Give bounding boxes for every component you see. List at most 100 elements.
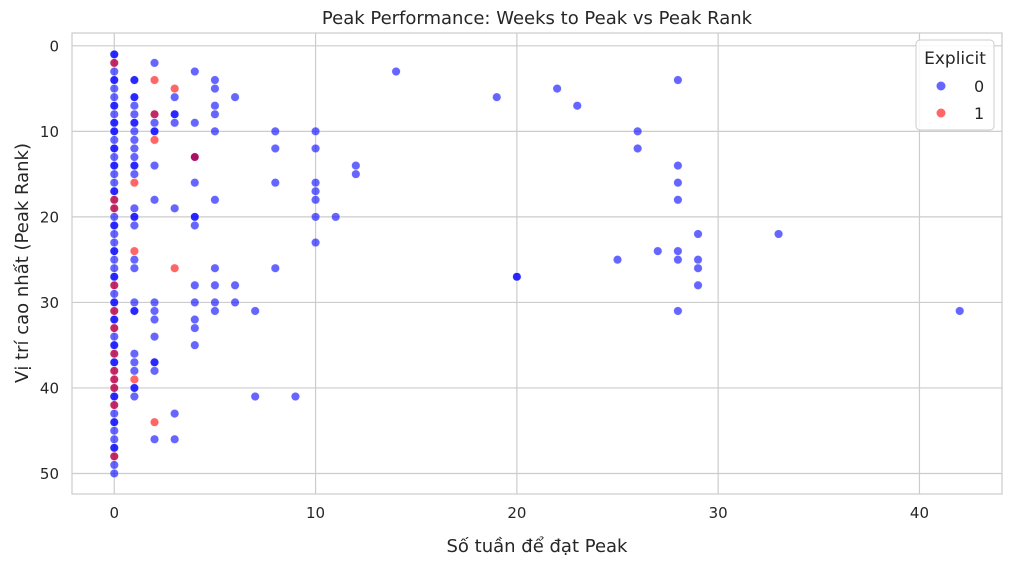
point-explicit-0 — [955, 306, 965, 316]
point-explicit-0 — [210, 126, 220, 136]
point-explicit-0 — [149, 160, 160, 171]
plot-frame — [71, 32, 1003, 495]
point-explicit-1 — [149, 75, 160, 85]
point-explicit-0 — [310, 143, 321, 154]
point-explicit-1 — [109, 451, 119, 461]
point-explicit-0 — [230, 280, 240, 290]
chart-title: Peak Performance: Weeks to Peak vs Peak … — [322, 8, 753, 29]
point-explicit-0 — [170, 434, 180, 444]
point-explicit-1 — [129, 178, 140, 188]
point-explicit-1 — [109, 374, 119, 384]
point-explicit-1 — [109, 400, 119, 410]
point-explicit-0 — [250, 306, 260, 316]
x-tick-labels: 0 10 20 30 40 — [109, 504, 929, 522]
point-explicit-0 — [149, 297, 160, 308]
data-points — [109, 49, 965, 479]
point-explicit-0 — [149, 58, 160, 68]
point-explicit-0 — [190, 178, 200, 188]
point-explicit-1 — [109, 203, 119, 213]
point-explicit-0 — [109, 426, 119, 436]
point-explicit-0 — [149, 366, 160, 376]
point-explicit-0 — [673, 195, 683, 205]
point-explicit-0 — [693, 263, 703, 273]
point-explicit-0 — [109, 75, 119, 85]
point-explicit-0 — [210, 109, 220, 119]
point-explicit-0 — [190, 212, 200, 222]
x-tick-label: 40 — [910, 504, 929, 522]
point-explicit-0 — [109, 255, 119, 265]
point-explicit-0 — [310, 178, 321, 188]
y-axis-title: Vị trí cao nhất (Peak Rank) — [12, 143, 33, 383]
point-explicit-0 — [190, 66, 200, 77]
point-explicit-0 — [109, 66, 119, 77]
point-explicit-0 — [190, 340, 200, 350]
point-explicit-0 — [149, 118, 160, 128]
point-explicit-1 — [109, 349, 119, 359]
point-explicit-0 — [310, 186, 321, 196]
point-explicit-0 — [129, 160, 140, 171]
point-explicit-0 — [129, 357, 140, 367]
point-explicit-0 — [149, 434, 160, 444]
point-explicit-1 — [129, 374, 140, 384]
point-explicit-0 — [149, 126, 160, 136]
point-explicit-0 — [129, 306, 140, 316]
point-explicit-0 — [673, 246, 683, 256]
point-explicit-1 — [109, 195, 119, 205]
point-explicit-1 — [149, 417, 160, 427]
point-explicit-0 — [129, 255, 140, 265]
point-explicit-0 — [633, 143, 643, 154]
point-explicit-0 — [673, 306, 683, 316]
legend-marker-1 — [936, 108, 946, 118]
point-explicit-1 — [109, 58, 119, 68]
point-explicit-0 — [129, 75, 140, 85]
x-tick-label: 20 — [507, 504, 526, 522]
point-explicit-0 — [210, 101, 220, 111]
point-explicit-0 — [129, 169, 140, 179]
point-explicit-0 — [109, 434, 119, 444]
point-explicit-1 — [129, 246, 140, 256]
point-explicit-0 — [109, 220, 119, 231]
point-explicit-0 — [270, 126, 280, 136]
point-explicit-0 — [552, 83, 562, 94]
point-explicit-0 — [492, 92, 502, 102]
point-explicit-1 — [109, 383, 119, 393]
point-explicit-0 — [109, 126, 119, 136]
point-explicit-0 — [109, 460, 119, 470]
point-explicit-0 — [109, 212, 119, 222]
point-explicit-0 — [109, 340, 119, 350]
point-explicit-0 — [149, 332, 160, 342]
point-explicit-0 — [310, 126, 321, 136]
point-explicit-0 — [109, 109, 119, 119]
point-explicit-0 — [210, 306, 220, 316]
y-tick-labels: 0 10 20 30 40 50 — [40, 37, 59, 483]
point-explicit-1 — [109, 280, 119, 290]
point-explicit-0 — [310, 212, 321, 222]
point-explicit-0 — [512, 272, 522, 282]
point-explicit-0 — [109, 357, 119, 367]
point-explicit-0 — [170, 92, 180, 102]
point-explicit-0 — [129, 143, 140, 154]
y-tick-label: 20 — [40, 208, 59, 226]
point-explicit-0 — [129, 212, 140, 222]
point-explicit-0 — [190, 118, 200, 128]
point-explicit-1 — [149, 135, 160, 145]
point-explicit-0 — [109, 263, 119, 273]
legend: Explicit 0 1 — [915, 39, 995, 131]
point-explicit-0 — [331, 212, 341, 222]
point-explicit-0 — [129, 152, 140, 162]
point-explicit-1 — [190, 152, 200, 162]
point-explicit-0 — [210, 263, 220, 273]
point-explicit-0 — [109, 143, 119, 154]
point-explicit-0 — [109, 118, 119, 128]
point-explicit-0 — [129, 109, 140, 119]
point-explicit-0 — [210, 75, 220, 85]
point-explicit-0 — [129, 220, 140, 231]
point-explicit-0 — [109, 468, 119, 479]
point-explicit-0 — [109, 297, 119, 308]
point-explicit-0 — [129, 135, 140, 145]
point-explicit-0 — [109, 237, 119, 248]
point-explicit-0 — [190, 297, 200, 308]
point-explicit-1 — [109, 366, 119, 376]
point-explicit-0 — [109, 272, 119, 282]
point-explicit-0 — [109, 152, 119, 162]
